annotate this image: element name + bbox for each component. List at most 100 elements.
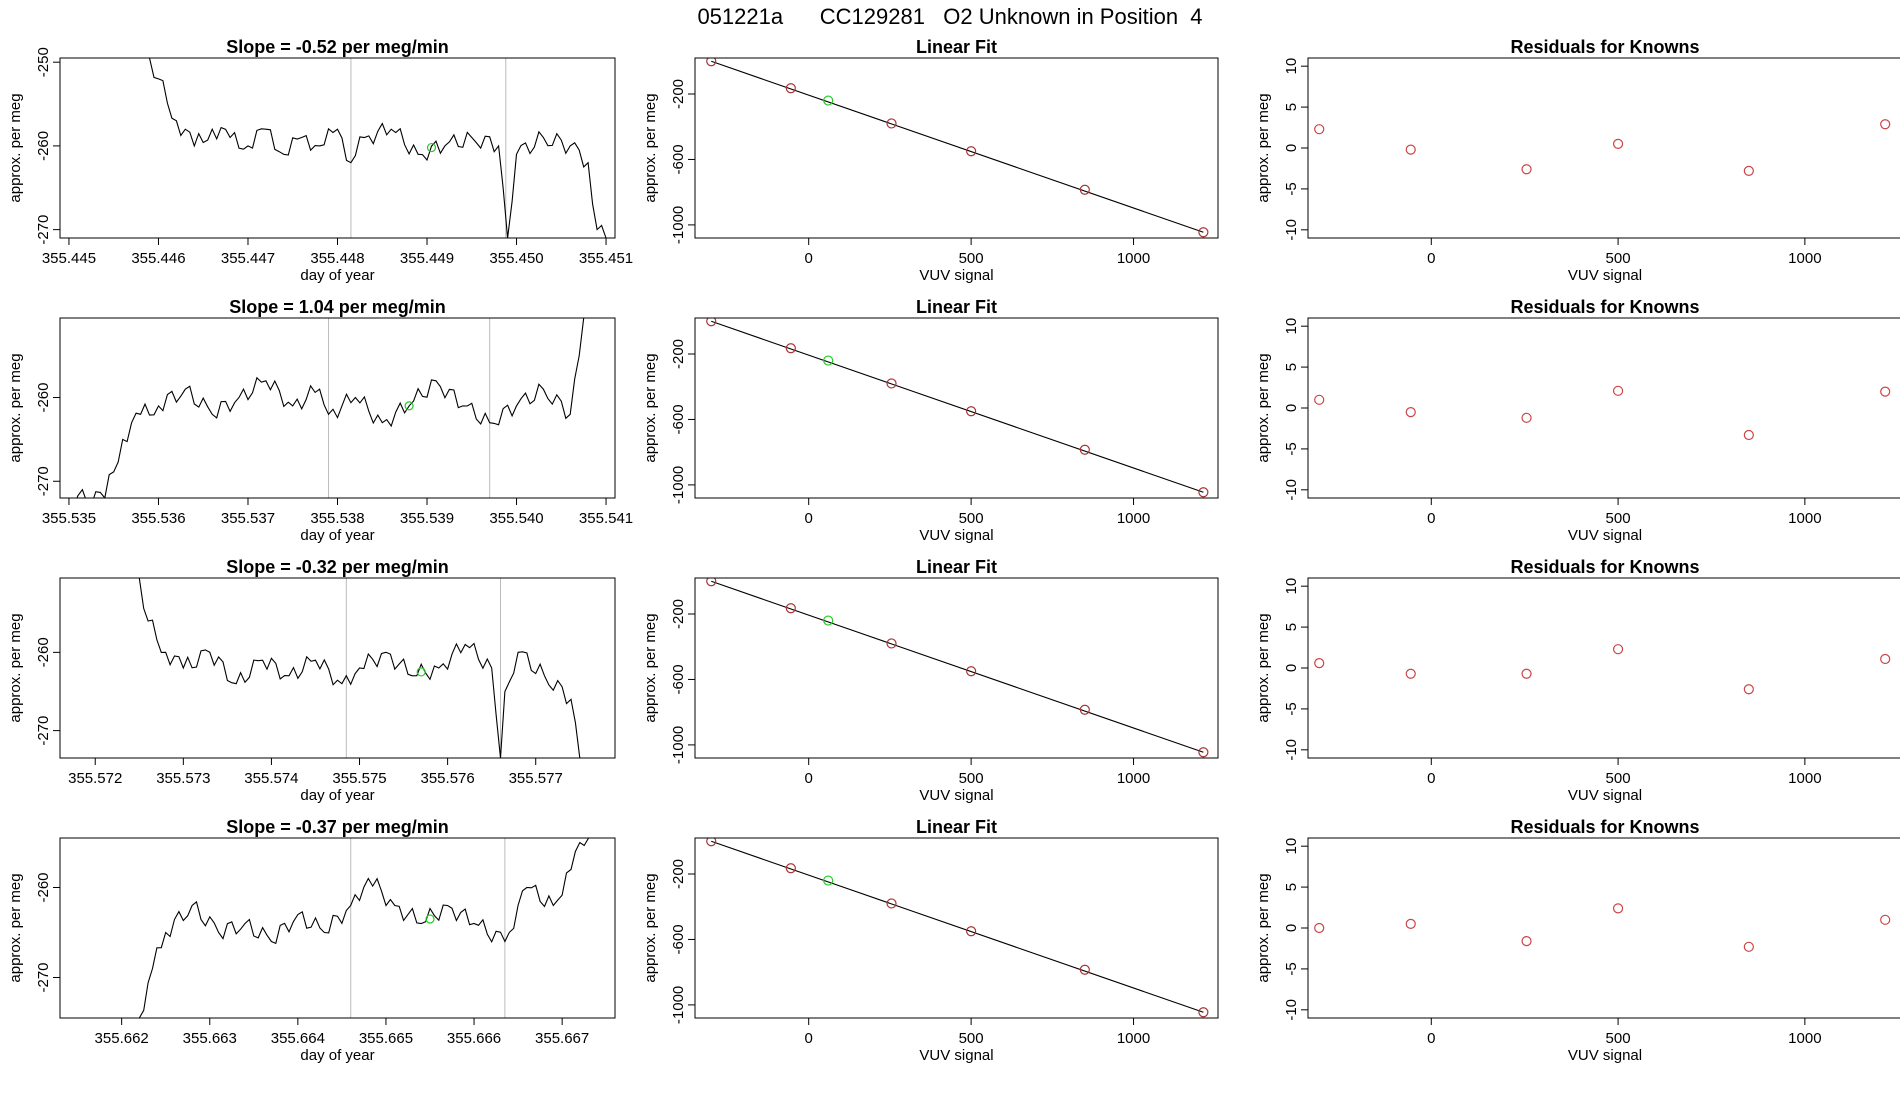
x-tick-label: 355.451 bbox=[579, 250, 633, 267]
plot-frame bbox=[59, 837, 616, 1019]
data-point bbox=[1405, 144, 1416, 155]
plot-area bbox=[706, 318, 1209, 498]
panel-1: Slope = -0.52 per meg/min 355.445 355.446 3… bbox=[7, 37, 633, 284]
y-tick-label: -260 bbox=[35, 131, 52, 161]
x-tick-label: 500 bbox=[1606, 770, 1631, 787]
x-tick-label: 355.540 bbox=[489, 510, 543, 527]
data-point bbox=[1612, 903, 1624, 914]
x-tick-label: 355.662 bbox=[95, 1030, 149, 1047]
y-tick-label: -250 bbox=[35, 47, 52, 77]
panel-title: Residuals for Knowns bbox=[1510, 817, 1699, 837]
y-tick-label: -1000 bbox=[670, 986, 687, 1024]
x-tick-label: 355.667 bbox=[535, 1030, 589, 1047]
panel-8: Linear Fit 0 500 1000 -200 -600 -1000 VUV signa… bbox=[642, 557, 1219, 804]
panel-3: Residuals for Knowns 0 500 1000 10 5 0 -5 -10 VUV… bbox=[1255, 37, 1900, 284]
plot-area bbox=[138, 578, 581, 758]
x-tick-label: 0 bbox=[805, 1030, 813, 1047]
y-tick-label: -5 bbox=[1283, 182, 1300, 195]
panel-9: Residuals for Knowns 0 500 1000 10 5 0 -5 -10 VUV… bbox=[1255, 557, 1900, 804]
plot-frame bbox=[59, 57, 616, 239]
trace-line bbox=[138, 578, 581, 758]
data-point bbox=[1880, 386, 1891, 397]
y-axis-label: approx. per meg bbox=[1255, 353, 1272, 462]
panel-title: Residuals for Knowns bbox=[1510, 37, 1699, 57]
panel-10: Slope = -0.37 per meg/min 355.662 355.663 3… bbox=[7, 817, 616, 1064]
plot-frame bbox=[694, 317, 1219, 499]
data-point bbox=[785, 83, 796, 94]
highlight-point bbox=[823, 95, 834, 106]
panel-title: Linear Fit bbox=[916, 297, 997, 317]
data-point bbox=[1743, 165, 1754, 177]
data-point bbox=[1612, 385, 1624, 396]
y-axis-label: approx. per meg bbox=[1255, 613, 1272, 722]
highlight-point bbox=[426, 142, 437, 153]
plot-frame bbox=[694, 57, 1219, 239]
x-tick-label: 500 bbox=[1606, 1030, 1631, 1047]
x-axis-label: VUV signal bbox=[919, 267, 993, 284]
y-tick-label: 10 bbox=[1283, 838, 1300, 855]
highlight-point bbox=[823, 875, 834, 886]
data-point bbox=[785, 343, 796, 354]
y-tick-label: -600 bbox=[670, 404, 687, 434]
plot-area bbox=[1314, 903, 1891, 952]
y-tick-label: -1000 bbox=[670, 206, 687, 244]
data-point bbox=[1314, 124, 1325, 135]
data-point bbox=[706, 318, 717, 327]
trace-line bbox=[69, 318, 585, 498]
y-tick-label: 5 bbox=[1283, 103, 1300, 111]
panel-7: Slope = -0.32 per meg/min 355.572 355.573 3… bbox=[7, 557, 616, 804]
data-point bbox=[966, 666, 977, 677]
y-tick-label: -200 bbox=[670, 339, 687, 369]
x-tick-label: 355.575 bbox=[332, 770, 386, 787]
y-axis-label: approx. per meg bbox=[642, 353, 659, 462]
x-axis-label: VUV signal bbox=[919, 787, 993, 804]
data-point bbox=[785, 603, 796, 614]
y-tick-label: -270 bbox=[35, 716, 52, 746]
y-axis-label: approx. per meg bbox=[642, 613, 659, 722]
x-tick-label: 1000 bbox=[1788, 1030, 1821, 1047]
y-tick-label: 0 bbox=[1283, 404, 1300, 412]
plot-area bbox=[706, 838, 1209, 1018]
fit-line bbox=[711, 60, 1204, 233]
x-tick-label: 355.539 bbox=[400, 510, 454, 527]
panel-title: Slope = 1.04 per meg/min bbox=[229, 297, 446, 317]
data-point bbox=[706, 838, 717, 847]
plot-area bbox=[1314, 119, 1891, 177]
plot-area bbox=[1314, 385, 1891, 441]
y-tick-label: -10 bbox=[1283, 479, 1300, 501]
panel-6: Residuals for Knowns 0 500 1000 10 5 0 -5 -10 VUV… bbox=[1255, 297, 1900, 544]
y-tick-label: 10 bbox=[1283, 318, 1300, 335]
data-point bbox=[1405, 406, 1416, 418]
y-tick-label: 10 bbox=[1283, 58, 1300, 75]
data-point bbox=[1198, 487, 1209, 498]
data-point bbox=[1314, 394, 1325, 405]
data-point bbox=[966, 406, 977, 417]
data-point bbox=[1079, 444, 1090, 455]
data-point bbox=[1198, 227, 1209, 238]
x-tick-label: 0 bbox=[805, 250, 813, 267]
x-tick-label: 0 bbox=[1427, 510, 1435, 527]
data-point bbox=[1314, 922, 1325, 934]
fit-line bbox=[711, 840, 1204, 1013]
data-point bbox=[886, 638, 897, 649]
data-point bbox=[1079, 964, 1090, 975]
y-tick-label: -200 bbox=[670, 599, 687, 629]
y-axis-label: approx. per meg bbox=[1255, 93, 1272, 202]
data-point bbox=[1405, 668, 1416, 679]
trace-line bbox=[148, 58, 607, 238]
y-tick-label: -600 bbox=[670, 664, 687, 694]
panel-title: Linear Fit bbox=[916, 817, 997, 837]
y-axis-label: approx. per meg bbox=[642, 93, 659, 202]
data-point bbox=[1314, 657, 1325, 669]
x-tick-label: 355.538 bbox=[310, 510, 364, 527]
y-tick-label: -270 bbox=[35, 215, 52, 245]
y-tick-label: 5 bbox=[1283, 883, 1300, 891]
data-point bbox=[706, 58, 717, 67]
y-tick-label: -10 bbox=[1283, 999, 1300, 1021]
data-point bbox=[1880, 653, 1891, 665]
trace-line bbox=[138, 838, 590, 1018]
x-tick-label: 1000 bbox=[1117, 770, 1150, 787]
highlight-point bbox=[425, 914, 435, 924]
x-axis-label: day of year bbox=[300, 267, 374, 284]
